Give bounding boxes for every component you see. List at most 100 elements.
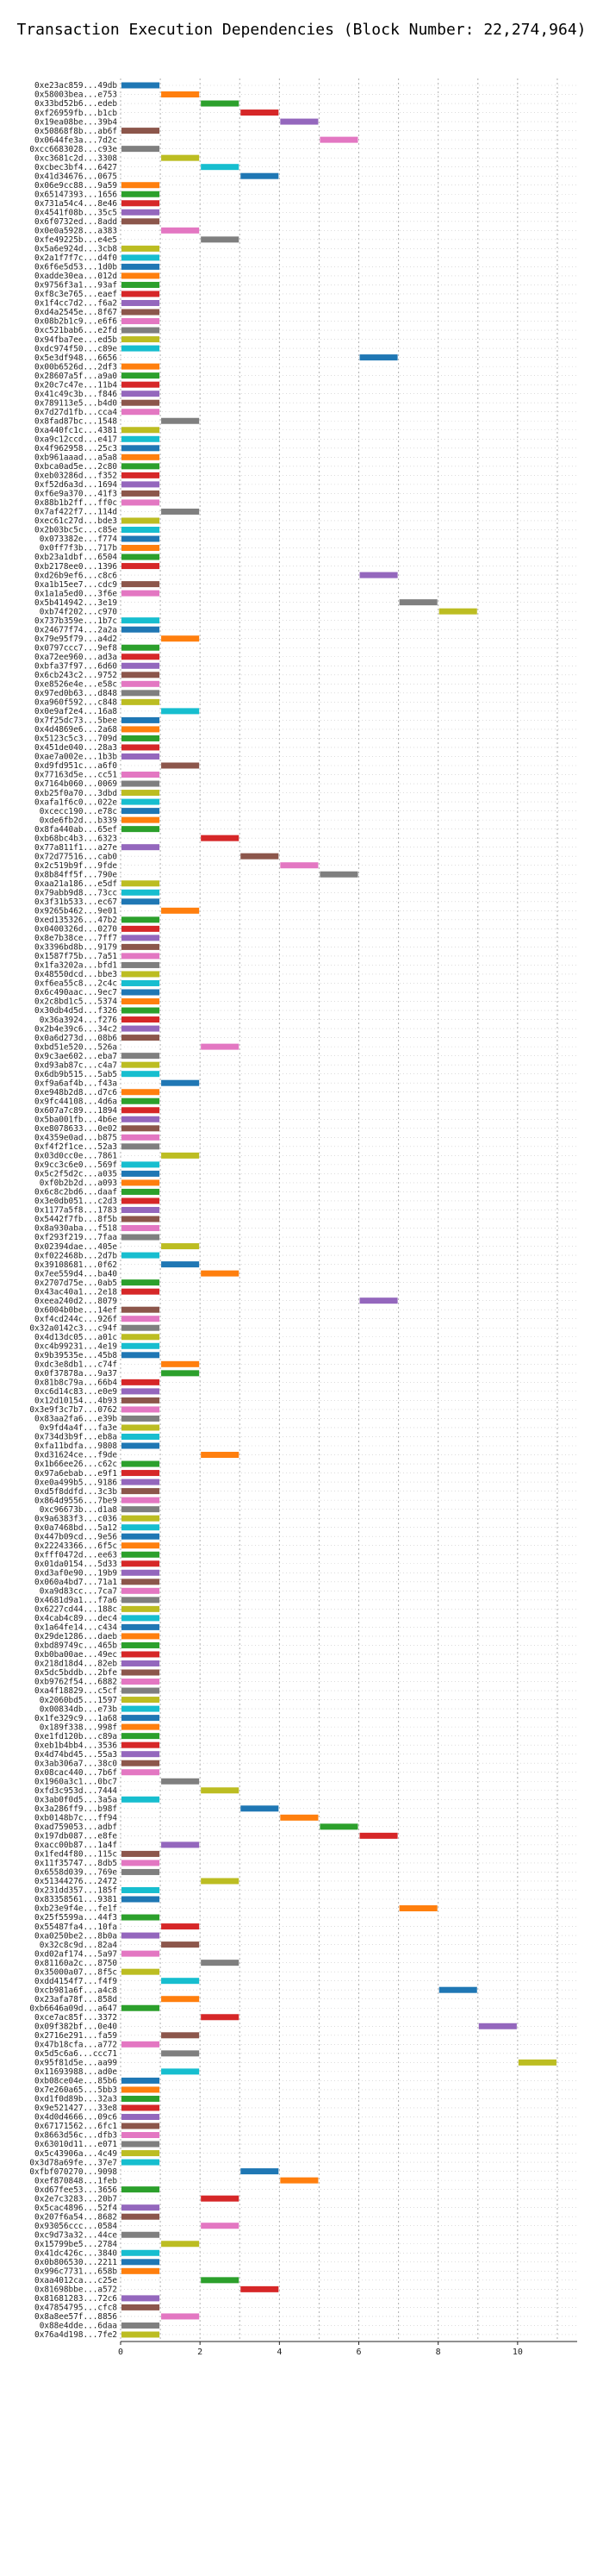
y-tick-label: 0xb68bc4b3...6323 bbox=[34, 834, 117, 843]
bar bbox=[121, 345, 160, 352]
bar bbox=[121, 1170, 160, 1177]
bar bbox=[121, 381, 160, 388]
bar bbox=[121, 698, 160, 705]
bar bbox=[121, 309, 160, 316]
bar bbox=[121, 1206, 160, 1213]
y-tick-label: 0xef870848...1feb bbox=[34, 2176, 117, 2185]
y-tick-label: 0xf6e9a370...41f3 bbox=[34, 490, 117, 499]
y-tick-label: 0x4d4869e6...2a68 bbox=[34, 725, 117, 735]
bar bbox=[121, 1769, 160, 1776]
y-tick-label: 0xb23a1dbf...6504 bbox=[34, 553, 117, 562]
bar bbox=[121, 209, 160, 216]
y-tick-label: 0x4d13dc05...a01c bbox=[34, 1333, 117, 1342]
bar bbox=[121, 445, 160, 452]
bar bbox=[121, 1415, 160, 1422]
y-tick-label: 0x4359e0ad...b875 bbox=[34, 1134, 117, 1143]
bar bbox=[121, 690, 160, 697]
y-tick-label: 0xf52d6a3d...1694 bbox=[34, 480, 117, 490]
y-tick-label: 0x19ea08be...39b4 bbox=[34, 117, 117, 127]
y-tick-label: 0x2e7c3283...20b7 bbox=[34, 2194, 117, 2204]
bar bbox=[359, 354, 398, 361]
bar bbox=[121, 1560, 160, 1567]
bar bbox=[121, 2095, 160, 2102]
y-tick-label: 0x2b4e39c6...34c2 bbox=[34, 1024, 117, 1034]
bar bbox=[121, 961, 160, 968]
bar bbox=[320, 871, 358, 878]
y-tick-label: 0x33bd52b6...edeb bbox=[34, 99, 117, 109]
x-tick-label: 0 bbox=[118, 2348, 123, 2357]
bar bbox=[121, 2141, 160, 2148]
bar bbox=[121, 826, 160, 833]
y-tick-label: 0xcc6683028...c93e bbox=[29, 145, 117, 154]
y-tick-label: 0xce7ac85f...3372 bbox=[34, 2013, 117, 2023]
y-tick-label: 0x15799be5...2784 bbox=[34, 2240, 117, 2249]
y-tick-label: 0xa9c12ccd...e417 bbox=[34, 435, 117, 444]
grid bbox=[120, 78, 577, 2342]
y-tick-label: 0x81698bbe...a572 bbox=[34, 2285, 117, 2295]
y-tick-label: 0xf022468b...2d7b bbox=[34, 1251, 117, 1260]
y-tick-label: 0x4541f08b...35c5 bbox=[34, 208, 117, 217]
bar bbox=[121, 644, 160, 651]
y-tick-label: 0x9265b462...9e01 bbox=[34, 907, 117, 916]
bar bbox=[121, 2041, 160, 2048]
bar bbox=[240, 172, 279, 179]
y-tick-label: 0x58003bea...e753 bbox=[34, 91, 117, 100]
bar bbox=[121, 281, 160, 288]
y-tick-label: 0x41dc426c...3840 bbox=[34, 2248, 117, 2258]
y-tick-label: 0x189f338...998f bbox=[40, 1723, 117, 1732]
bar bbox=[121, 1107, 160, 1114]
y-tick-label: 0x0a7468bd...5a12 bbox=[34, 1523, 117, 1533]
bar bbox=[121, 2113, 160, 2120]
bar bbox=[121, 409, 160, 416]
y-tick-label: 0x23afa78f...858d bbox=[34, 1995, 117, 2004]
bar bbox=[121, 1125, 160, 1132]
bar bbox=[121, 1551, 160, 1558]
y-tick-label: 0x1587f75b...7a51 bbox=[34, 952, 117, 961]
bar bbox=[121, 435, 160, 442]
y-tick-label: 0x5d5c6a6...ccc71 bbox=[34, 2049, 117, 2059]
y-tick-label: 0x737b359e...1b7c bbox=[34, 616, 117, 626]
bar bbox=[121, 1071, 160, 1078]
bar bbox=[161, 1841, 200, 1848]
bar bbox=[121, 2132, 160, 2139]
y-tick-label: 0xbfa37f97...6d60 bbox=[34, 661, 117, 671]
y-tick-label: 0x4d0d4666...09c6 bbox=[34, 2113, 117, 2123]
bar bbox=[121, 1134, 160, 1141]
bar bbox=[121, 626, 160, 633]
bar bbox=[121, 1460, 160, 1467]
y-tick-label: 0x81160a2c...8750 bbox=[34, 1959, 117, 1968]
bar bbox=[161, 708, 200, 715]
bar bbox=[161, 2313, 200, 2320]
y-tick-label: 0x12d10154...4b93 bbox=[34, 1397, 117, 1406]
y-tick-label: 0xf4f2f1ce...52a3 bbox=[34, 1142, 117, 1152]
bar bbox=[121, 2295, 160, 2302]
y-tick-label: 0x67171562...6fc1 bbox=[34, 2122, 117, 2131]
bar bbox=[240, 2168, 279, 2175]
bar bbox=[121, 1089, 160, 1096]
bar bbox=[161, 1261, 200, 1268]
y-tick-label: 0x9e521427...33e8 bbox=[34, 2104, 117, 2113]
y-tick-label: 0xd3af0e90...19b9 bbox=[34, 1568, 117, 1578]
y-tick-label: 0xd9fd951c...a6f0 bbox=[34, 761, 117, 771]
y-tick-label: 0x0400326d...0270 bbox=[34, 925, 117, 935]
bar bbox=[359, 572, 398, 578]
y-tick-label: 0xd02af174...5a97 bbox=[34, 1949, 117, 1959]
bar bbox=[121, 318, 160, 325]
y-tick-label: 0x79abb9d8...73cc bbox=[34, 888, 117, 897]
y-tick-label: 0x9c3ae602...eba7 bbox=[34, 1052, 117, 1061]
bar bbox=[201, 1043, 239, 1050]
y-tick-label: 0xf6ea55c8...2c4c bbox=[34, 979, 117, 989]
bar bbox=[161, 2032, 200, 2039]
y-tick-label: 0x197db087...e8fe bbox=[34, 1832, 117, 1841]
bar bbox=[121, 2150, 160, 2157]
bar bbox=[121, 1605, 160, 1612]
x-tick-label: 6 bbox=[357, 2348, 362, 2357]
x-tick-label: 2 bbox=[197, 2348, 202, 2357]
bar bbox=[121, 943, 160, 950]
y-tick-label: 0x207f6a54...8682 bbox=[34, 2212, 117, 2222]
y-tick-label: 0xd93ab87c...c4a7 bbox=[34, 1060, 117, 1070]
bar bbox=[121, 1914, 160, 1921]
y-tick-label: 0xcecc190...e78c bbox=[40, 807, 117, 816]
bar bbox=[121, 716, 160, 723]
